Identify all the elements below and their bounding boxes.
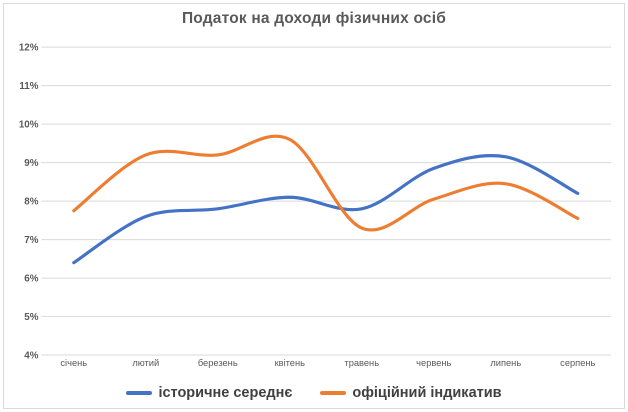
plot-area: 4% 5% 6% 7% 8% 9% 10% 11% 12% січень лютий березень… bbox=[19, 43, 612, 368]
legend-label-official-indicative: офіційний індикатив bbox=[352, 385, 502, 401]
y-axis-tick-label: 7% bbox=[24, 235, 38, 246]
x-axis-tick-label: травень bbox=[344, 358, 379, 368]
legend-line-swatch-blue-icon bbox=[126, 391, 153, 395]
y-axis-tick-label: 9% bbox=[24, 158, 38, 169]
chart-title: Податок на доходи фізичних осіб bbox=[181, 10, 447, 27]
legend-line-swatch-orange-icon bbox=[320, 391, 347, 395]
x-axis-tick-label: березень bbox=[198, 358, 238, 368]
legend: історичне середнє офіційний індикатив bbox=[4, 385, 624, 401]
y-axis-tick-label: 12% bbox=[19, 43, 39, 54]
series-line-1 bbox=[72, 134, 580, 232]
legend-item-official-indicative: офіційний індикатив bbox=[320, 385, 502, 401]
y-axis-tick-label: 5% bbox=[24, 312, 38, 323]
y-axis-tick-label: 11% bbox=[19, 81, 38, 92]
y-axis-tick-label: 10% bbox=[19, 120, 39, 131]
legend-label-historical-average: історичне середнє bbox=[158, 385, 293, 401]
x-axis-tick-label: квітень bbox=[275, 358, 306, 368]
x-axis-tick-label: січень bbox=[60, 358, 87, 368]
x-axis-tick-label: серпень bbox=[560, 358, 595, 368]
y-axis-tick-label: 6% bbox=[24, 274, 38, 285]
x-axis-tick-label: лютий bbox=[132, 358, 159, 368]
y-axis-tick-label: 8% bbox=[24, 197, 38, 208]
x-axis-tick-label: червень bbox=[416, 358, 451, 368]
y-axis-tick-label: 4% bbox=[24, 350, 38, 361]
legend-item-historical-average: історичне середнє bbox=[126, 385, 292, 401]
series-line-0 bbox=[72, 154, 580, 265]
chart-container: Податок на доходи фізичних осіб 4% 5% 6% 7%… bbox=[3, 3, 625, 409]
x-axis-tick-label: липень bbox=[490, 358, 521, 368]
